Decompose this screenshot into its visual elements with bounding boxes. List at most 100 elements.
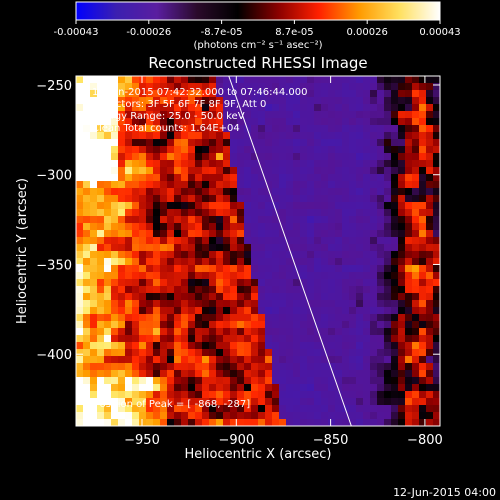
heatmap-cell: [83, 76, 91, 84]
heatmap-cell: [160, 342, 168, 350]
heatmap-cell: [272, 160, 280, 168]
heatmap-cell: [111, 405, 119, 413]
heatmap-cell: [349, 321, 357, 329]
heatmap-cell: [272, 300, 280, 308]
heatmap-cell: [160, 153, 168, 161]
heatmap-cell: [146, 363, 154, 371]
heatmap-cell: [258, 139, 266, 147]
heatmap-cell: [167, 377, 175, 385]
heatmap-cell: [349, 251, 357, 259]
heatmap-cell: [237, 314, 245, 322]
heatmap-cell: [384, 97, 392, 105]
heatmap-cell: [405, 195, 413, 203]
heatmap-cell: [405, 167, 413, 175]
heatmap-cell: [335, 398, 343, 406]
heatmap-cell: [118, 391, 126, 399]
heatmap-cell: [328, 118, 336, 126]
heatmap-cell: [370, 139, 378, 147]
heatmap-cell: [174, 272, 182, 280]
heatmap-cell: [118, 258, 126, 266]
heatmap-cell: [146, 272, 154, 280]
heatmap-cell: [230, 237, 238, 245]
heatmap-cell: [111, 104, 119, 112]
heatmap-cell: [209, 293, 217, 301]
heatmap-cell: [90, 174, 98, 182]
heatmap-cell: [314, 188, 322, 196]
heatmap-cell: [209, 174, 217, 182]
heatmap-cell: [314, 153, 322, 161]
heatmap-cell: [104, 216, 112, 224]
heatmap-cell: [286, 146, 294, 154]
heatmap-cell: [384, 398, 392, 406]
heatmap-cell: [209, 419, 217, 426]
heatmap-cell: [293, 97, 301, 105]
heatmap-cell: [258, 230, 266, 238]
heatmap-cell: [237, 286, 245, 294]
heatmap-cell: [139, 279, 147, 287]
heatmap-cell: [314, 195, 322, 203]
heatmap-cell: [307, 181, 315, 189]
heatmap-cell: [377, 97, 385, 105]
heatmap-cell: [76, 307, 84, 315]
heatmap-cell: [118, 174, 126, 182]
heatmap-cell: [265, 209, 273, 217]
heatmap-cell: [104, 132, 112, 140]
heatmap-cell: [286, 139, 294, 147]
heatmap-cell: [321, 132, 329, 140]
heatmap-cell: [223, 342, 231, 350]
heatmap-cell: [321, 335, 329, 343]
heatmap-cell: [167, 342, 175, 350]
heatmap-cell: [188, 356, 196, 364]
heatmap-cell: [286, 97, 294, 105]
heatmap-cell: [251, 412, 259, 420]
heatmap-cell: [153, 83, 161, 91]
heatmap-cell: [335, 97, 343, 105]
heatmap-cell: [237, 237, 245, 245]
heatmap-cell: [307, 174, 315, 182]
heatmap-cell: [230, 279, 238, 287]
heatmap-cell: [160, 314, 168, 322]
heatmap-cell: [258, 272, 266, 280]
heatmap-cell: [377, 405, 385, 413]
heatmap-cell: [300, 405, 308, 413]
heatmap-cell: [118, 370, 126, 378]
heatmap-cell: [314, 286, 322, 294]
heatmap-cell: [286, 419, 294, 426]
heatmap-cell: [342, 90, 350, 98]
heatmap-cell: [356, 363, 364, 371]
heatmap-cell: [300, 167, 308, 175]
heatmap-cell: [216, 153, 224, 161]
heatmap-cell: [300, 76, 308, 84]
heatmap-cell: [251, 90, 259, 98]
heatmap-cell: [335, 265, 343, 273]
heatmap-cell: [258, 202, 266, 210]
heatmap-cell: [244, 307, 252, 315]
heatmap-cell: [181, 244, 189, 252]
heatmap-cell: [90, 90, 98, 98]
heatmap-cell: [384, 223, 392, 231]
heatmap-cell: [391, 76, 399, 84]
heatmap-cell: [111, 125, 119, 133]
heatmap-cell: [153, 293, 161, 301]
heatmap-cell: [160, 223, 168, 231]
heatmap-cell: [230, 195, 238, 203]
heatmap-cell: [118, 328, 126, 336]
heatmap-cell: [272, 202, 280, 210]
heatmap-cell: [307, 146, 315, 154]
heatmap-cell: [237, 251, 245, 259]
heatmap-cell: [125, 314, 133, 322]
heatmap-cell: [433, 251, 440, 259]
heatmap-cell: [321, 97, 329, 105]
heatmap-cell: [125, 118, 133, 126]
heatmap-cell: [223, 153, 231, 161]
heatmap-cell: [230, 363, 238, 371]
heatmap-cell: [384, 244, 392, 252]
heatmap-cell: [356, 272, 364, 280]
heatmap-cell: [405, 300, 413, 308]
heatmap-cell: [405, 181, 413, 189]
heatmap-cell: [181, 202, 189, 210]
heatmap-cell: [433, 139, 440, 147]
heatmap-cell: [216, 118, 224, 126]
heatmap-cell: [384, 356, 392, 364]
heatmap-cell: [279, 153, 287, 161]
